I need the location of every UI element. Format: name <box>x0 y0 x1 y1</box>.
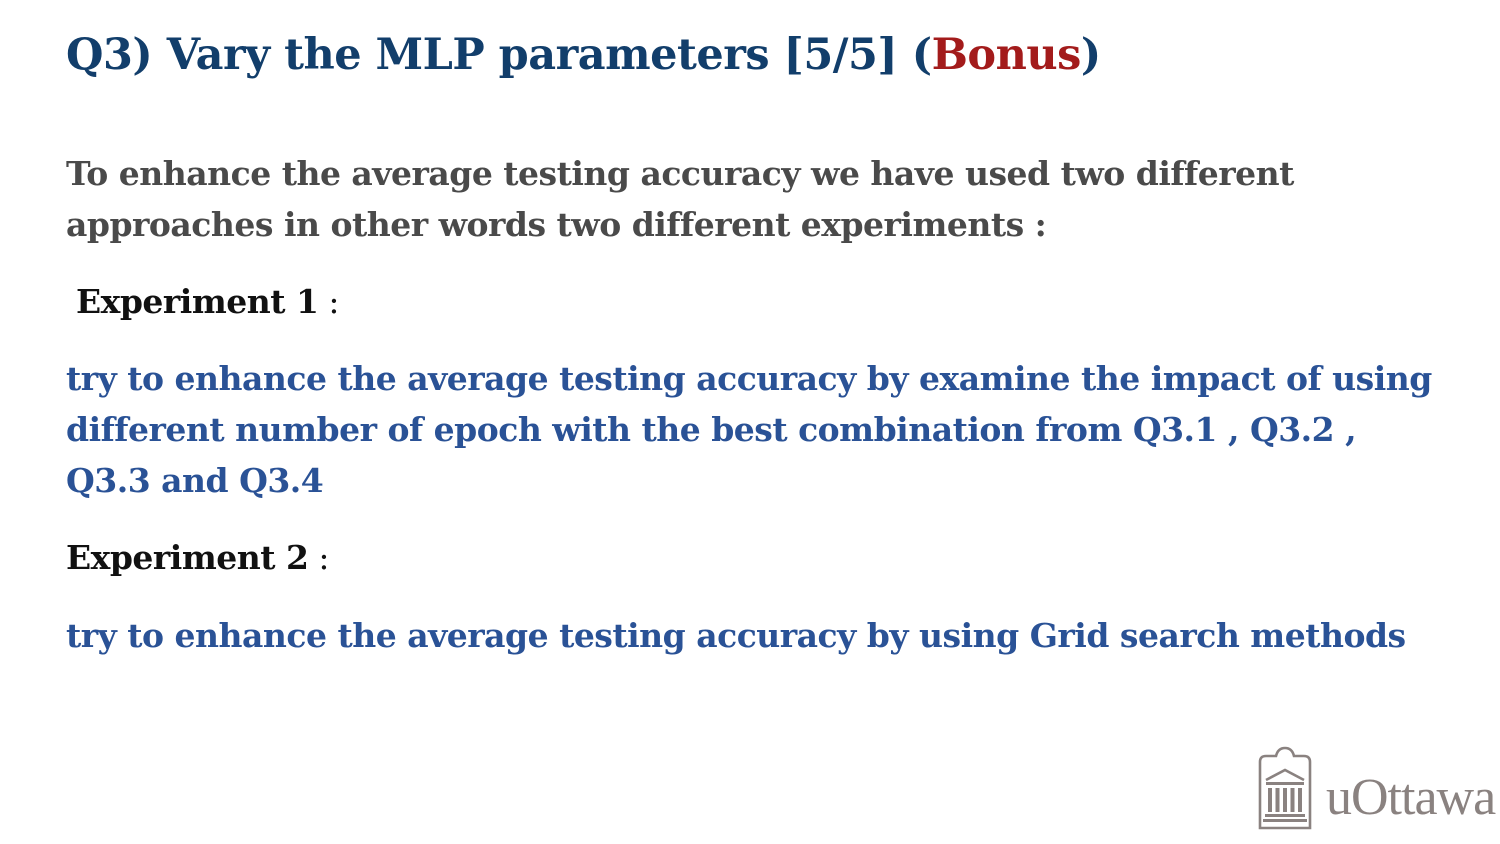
uottawa-logo: uOttawa <box>1256 746 1496 830</box>
experiment-1-title: Experiment 1 <box>76 282 319 321</box>
title-bonus: Bonus <box>931 30 1082 80</box>
experiment-1-description: try to enhance the average testing accur… <box>66 359 1432 500</box>
experiment-1-heading: Experiment 1 : <box>76 276 340 327</box>
slide-title: Q3) Vary the MLP parameters [5/5] (Bonus… <box>66 30 1101 80</box>
university-building-icon <box>1258 746 1312 830</box>
experiment-2-title: Experiment 2 <box>66 538 309 577</box>
experiment-1-colon: : <box>318 282 340 321</box>
uottawa-wordmark: uOttawa <box>1326 769 1496 826</box>
title-main: Q3) Vary the MLP parameters [5/5] ( <box>66 30 932 80</box>
experiment-2-heading: Experiment 2 : <box>66 532 330 583</box>
title-close: ) <box>1080 30 1101 80</box>
experiment-2-description: try to enhance the average testing accur… <box>66 616 1406 655</box>
experiment-2-colon: : <box>308 538 330 577</box>
intro-paragraph: To enhance the average testing accuracy … <box>66 154 1294 244</box>
